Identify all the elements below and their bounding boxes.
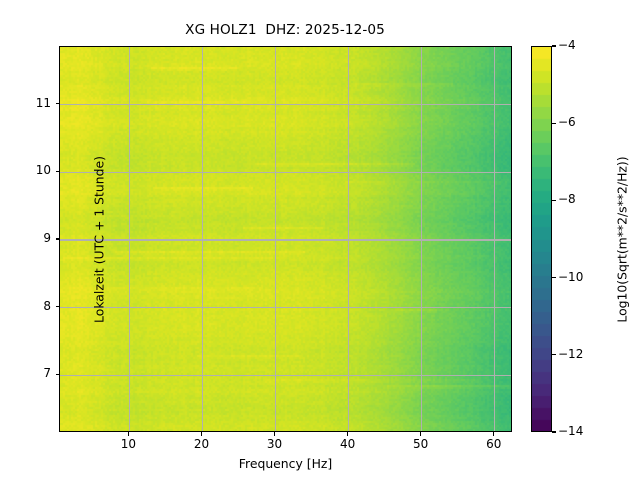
colorbar-tick-mark bbox=[552, 431, 556, 433]
x-tick-label: 40 bbox=[339, 437, 356, 451]
colorbar[interactable] bbox=[531, 46, 552, 432]
y-axis-label: Lokalzeit (UTC + 1 Stunde) bbox=[91, 156, 107, 323]
colorbar-tick-label: −4 bbox=[558, 38, 576, 52]
x-axis-label: Frequency [Hz] bbox=[238, 456, 333, 471]
y-tick-mark bbox=[55, 103, 59, 105]
y-tick-label: 7 bbox=[43, 366, 51, 381]
x-tick-mark bbox=[493, 432, 495, 436]
y-tick-label: 8 bbox=[43, 298, 51, 313]
y-tick-label: 11 bbox=[35, 95, 51, 110]
y-tick-mark bbox=[55, 170, 59, 172]
y-tick-mark bbox=[55, 373, 59, 375]
x-tick-mark bbox=[273, 432, 276, 436]
y-tick-label: 9 bbox=[43, 231, 51, 245]
x-tick-label: 20 bbox=[193, 437, 210, 451]
spectrogram-plot-area[interactable] bbox=[59, 46, 512, 432]
spectrogram-image bbox=[60, 47, 511, 431]
y-tick-mark bbox=[55, 238, 59, 240]
colorbar-tick-mark bbox=[552, 354, 556, 356]
x-tick-label: 10 bbox=[120, 437, 137, 451]
page-title: XG HOLZ1 DHZ: 2025-12-05 bbox=[185, 22, 385, 38]
x-tick-label: 50 bbox=[413, 437, 429, 451]
colorbar-tick-mark bbox=[552, 199, 556, 201]
y-tick-label: 10 bbox=[35, 163, 51, 178]
colorbar-gradient bbox=[532, 47, 551, 431]
colorbar-label: Log10(Sqrt(m**2/s**2/Hz)) bbox=[614, 156, 630, 323]
colorbar-tick-label: −10 bbox=[558, 269, 584, 284]
x-tick-mark bbox=[200, 432, 203, 436]
colorbar-tick-label: −6 bbox=[558, 115, 576, 130]
x-tick-mark bbox=[127, 432, 129, 436]
x-tick-label: 30 bbox=[266, 437, 283, 451]
colorbar-tick-mark bbox=[552, 122, 556, 124]
x-tick-mark bbox=[420, 432, 422, 436]
colorbar-tick-label: −8 bbox=[558, 192, 576, 207]
y-tick-mark bbox=[55, 306, 59, 308]
x-tick-mark bbox=[347, 432, 349, 436]
colorbar-tick-mark bbox=[552, 45, 556, 47]
x-tick-label: 60 bbox=[486, 437, 502, 451]
colorbar-tick-label: −14 bbox=[558, 424, 584, 438]
colorbar-tick-label: −12 bbox=[558, 346, 584, 361]
colorbar-tick-mark bbox=[552, 277, 556, 279]
